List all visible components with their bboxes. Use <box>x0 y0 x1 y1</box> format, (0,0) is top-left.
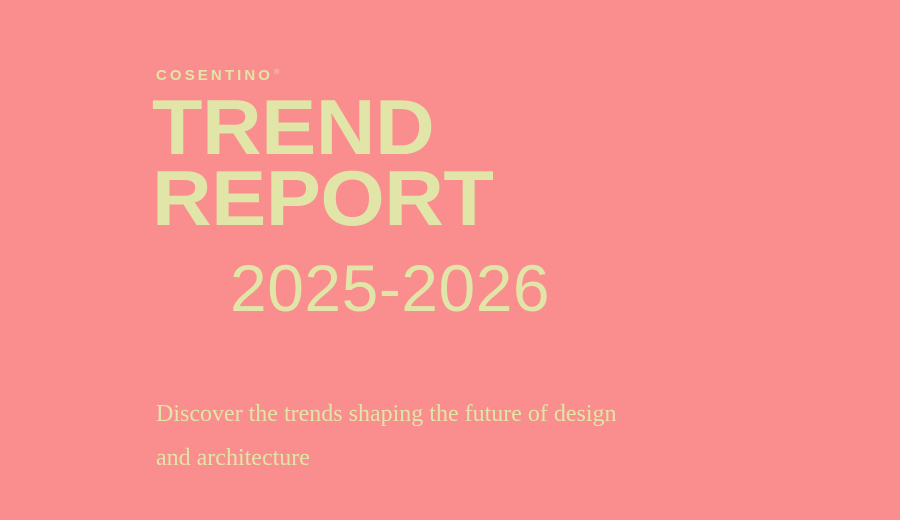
subtitle: Discover the trends shaping the future o… <box>156 392 756 480</box>
brand-wordmark: COSENTINO ® <box>156 68 279 83</box>
subtitle-line-1: Discover the trends shaping the future o… <box>156 401 617 427</box>
headline-line-report: REPORT <box>152 153 494 242</box>
page-title: TREND REPORT <box>152 88 494 237</box>
registered-trademark-icon: ® <box>274 69 280 76</box>
brand-name: COSENTINO <box>156 67 274 84</box>
headline-line-trend: TREND <box>152 83 435 171</box>
subtitle-line-2: and architecture <box>156 445 310 471</box>
year-range: 2025-2026 <box>230 251 551 325</box>
